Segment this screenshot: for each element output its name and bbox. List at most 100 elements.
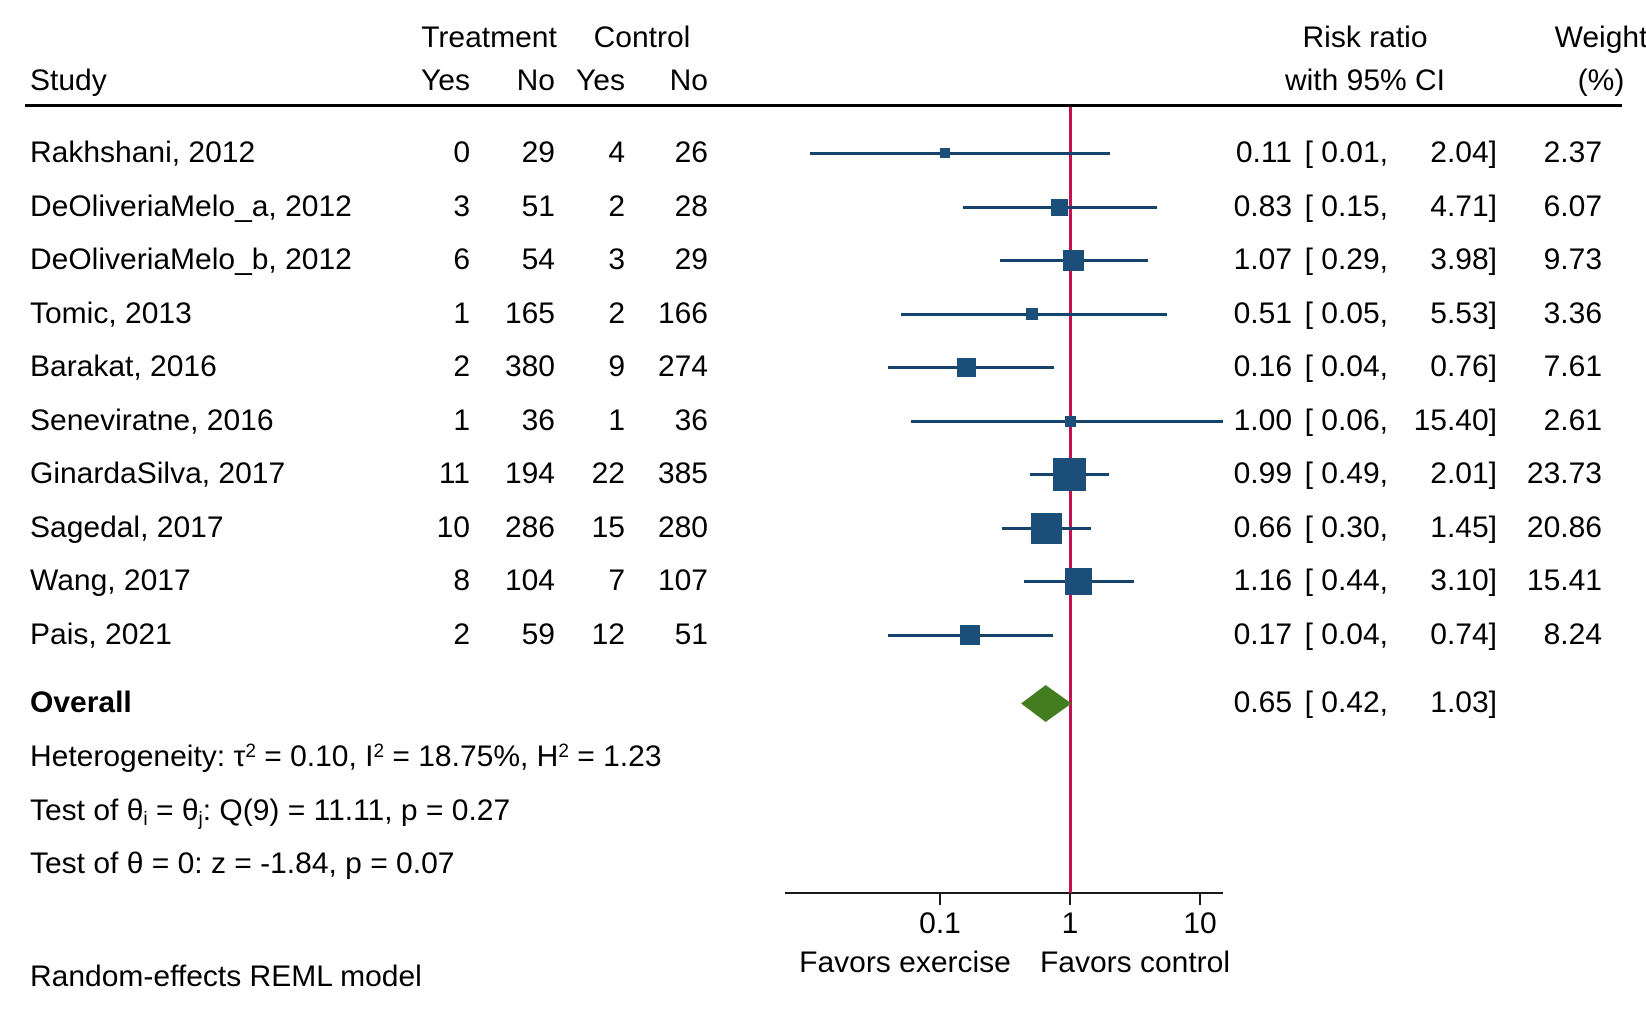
risk-ratio-header-line1: Risk ratio [1302,21,1428,54]
treatment-yes-count: 11 [438,457,470,490]
weight-value: 6.07 [1543,190,1602,223]
control-no-count: 28 [674,190,708,223]
treatment-yes-count: 8 [453,564,470,597]
treatment-yes-count: 2 [453,618,470,651]
ci-lower-bound: [ 0.04, [1304,618,1388,651]
control-no-count: 26 [674,136,708,169]
weight-value: 8.24 [1543,618,1602,651]
weight-value: 2.61 [1543,404,1602,437]
control-yes-count: 2 [608,297,625,330]
header-divider-rule [25,104,1622,107]
ci-upper-bound: 15.40] [1413,404,1497,437]
study-row: Pais, 2021 2 59 12 51 0.17 [ 0.04, 0.74]… [0,608,1646,662]
effect-size-marker [1052,457,1086,491]
x-axis-line [785,892,1223,894]
risk-ratio-header-line2: with 95% CI [1284,64,1446,97]
control-yes-count: 12 [591,618,625,651]
study-label: DeOliveriaMelo_b, 2012 [30,243,352,276]
risk-ratio-value: 0.17 [1233,618,1292,651]
study-row: Wang, 2017 8 104 7 107 1.16 [ 0.44, 3.10… [0,554,1646,608]
treatment-yes-count: 0 [453,136,470,169]
effect-size-marker [940,148,951,158]
study-label: Tomic, 2013 [30,297,192,330]
control-no-count: 107 [657,564,708,597]
control-no-count: 51 [674,618,708,651]
treatment-no-count: 194 [504,457,555,490]
control-yes-count: 9 [608,350,625,383]
control-yes-count: 22 [591,457,625,490]
control-column-header: Control [593,21,691,54]
study-label: Barakat, 2016 [30,350,217,383]
risk-ratio-value: 1.16 [1233,564,1292,597]
overall-ci-lower-bound: [ 0.42, [1304,686,1388,719]
study-row: DeOliveriaMelo_a, 2012 3 51 2 28 0.83 [ … [0,180,1646,234]
ci-lower-bound: [ 0.15, [1304,190,1388,223]
effect-size-marker [1051,198,1068,216]
ci-upper-bound: 0.76] [1430,350,1497,383]
control-yes-count: 7 [608,564,625,597]
control-no-count: 29 [674,243,708,276]
control-yes-count: 3 [608,243,625,276]
study-label: Seneviratne, 2016 [30,404,274,437]
study-row: GinardaSilva, 2017 11 194 22 385 0.99 [ … [0,447,1646,501]
risk-ratio-value: 1.00 [1233,404,1292,437]
weight-value: 20.86 [1526,511,1602,544]
x-axis-tick-0.1 [939,892,941,905]
study-label: Pais, 2021 [30,618,172,651]
control-no-count: 166 [657,297,708,330]
test-theta-zero: Test of θ = 0: z = -1.84, p = 0.07 [30,847,455,880]
effect-size-marker [1064,567,1092,595]
treatment-no-count: 36 [521,404,555,437]
effect-size-marker [957,357,976,377]
study-label: DeOliveriaMelo_a, 2012 [30,190,352,223]
study-row: DeOliveriaMelo_b, 2012 6 54 3 29 1.07 [ … [0,233,1646,287]
ci-upper-bound: 3.98] [1430,243,1497,276]
confidence-interval-line [810,151,1111,155]
ci-upper-bound: 2.01] [1430,457,1497,490]
risk-ratio-value: 0.99 [1233,457,1292,490]
risk-ratio-value: 0.51 [1233,297,1292,330]
treatment-no-count: 54 [521,243,555,276]
study-row: Tomic, 2013 1 165 2 166 0.51 [ 0.05, 5.5… [0,287,1646,341]
effect-size-marker [1026,308,1038,320]
ci-upper-bound: 1.45] [1430,511,1497,544]
ci-upper-bound: 0.74] [1430,618,1497,651]
study-label: Rakhshani, 2012 [30,136,256,169]
treatment-no-count: 380 [504,350,555,383]
risk-ratio-value: 0.16 [1233,350,1292,383]
x-axis-tick-label-1: 1 [1061,907,1079,940]
effect-size-marker [1063,249,1085,271]
study-row: Seneviratne, 2016 1 36 1 36 1.00 [ 0.06,… [0,394,1646,448]
ci-lower-bound: [ 0.44, [1304,564,1388,597]
x-axis-tick-1 [1069,892,1071,905]
treatment-yes-count: 10 [436,511,470,544]
weight-value: 2.37 [1543,136,1602,169]
study-row: Rakhshani, 2012 0 29 4 26 0.11 [ 0.01, 2… [0,126,1646,180]
ci-upper-bound: 2.04] [1430,136,1497,169]
x-axis-tick-10 [1199,892,1201,905]
weight-value: 15.41 [1526,564,1602,597]
study-label: Wang, 2017 [30,564,191,597]
treatment-yes-count: 2 [453,350,470,383]
treatment-no-count: 29 [521,136,555,169]
test-theta-ij: Test of θi = θj: Q(9) = 11.11, p = 0.27 [30,794,511,830]
treatment-no-header: No [516,64,555,97]
risk-ratio-value: 1.07 [1233,243,1292,276]
weight-value: 23.73 [1526,457,1602,490]
control-yes-header: Yes [576,64,625,97]
ci-upper-bound: 5.53] [1430,297,1497,330]
control-yes-count: 4 [608,136,625,169]
overall-ci-upper-bound: 1.03] [1430,686,1497,719]
study-row: Sagedal, 2017 10 286 15 280 0.66 [ 0.30,… [0,501,1646,555]
overall-row: Overall 0.65 [ 0.42, 1.03] [0,676,1646,730]
model-footnote: Random-effects REML model [30,960,422,993]
treatment-yes-count: 1 [453,297,470,330]
effect-size-marker [1064,415,1076,427]
overall-risk-ratio-value: 0.65 [1233,686,1292,719]
reference-line [1069,107,1072,893]
ci-upper-bound: 3.10] [1430,564,1497,597]
treatment-no-count: 104 [504,564,555,597]
overall-label: Overall [30,686,132,719]
ci-upper-bound: 4.71] [1430,190,1497,223]
